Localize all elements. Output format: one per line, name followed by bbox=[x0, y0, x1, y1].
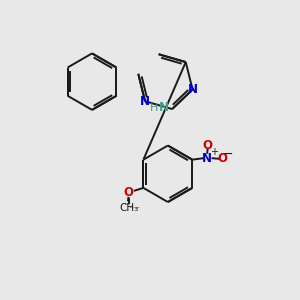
Text: CH₃: CH₃ bbox=[119, 203, 138, 213]
Text: methoxy: methoxy bbox=[125, 204, 131, 206]
Text: N: N bbox=[159, 101, 169, 114]
Text: O: O bbox=[203, 139, 213, 152]
Text: O: O bbox=[124, 186, 134, 199]
Text: −: − bbox=[223, 148, 233, 161]
Text: N: N bbox=[202, 152, 212, 165]
Text: H: H bbox=[150, 103, 158, 113]
Text: +: + bbox=[210, 147, 218, 157]
Text: N: N bbox=[188, 83, 197, 96]
Text: O: O bbox=[218, 152, 228, 165]
Text: N: N bbox=[140, 95, 150, 108]
Text: methoxy_label: methoxy_label bbox=[130, 207, 140, 208]
